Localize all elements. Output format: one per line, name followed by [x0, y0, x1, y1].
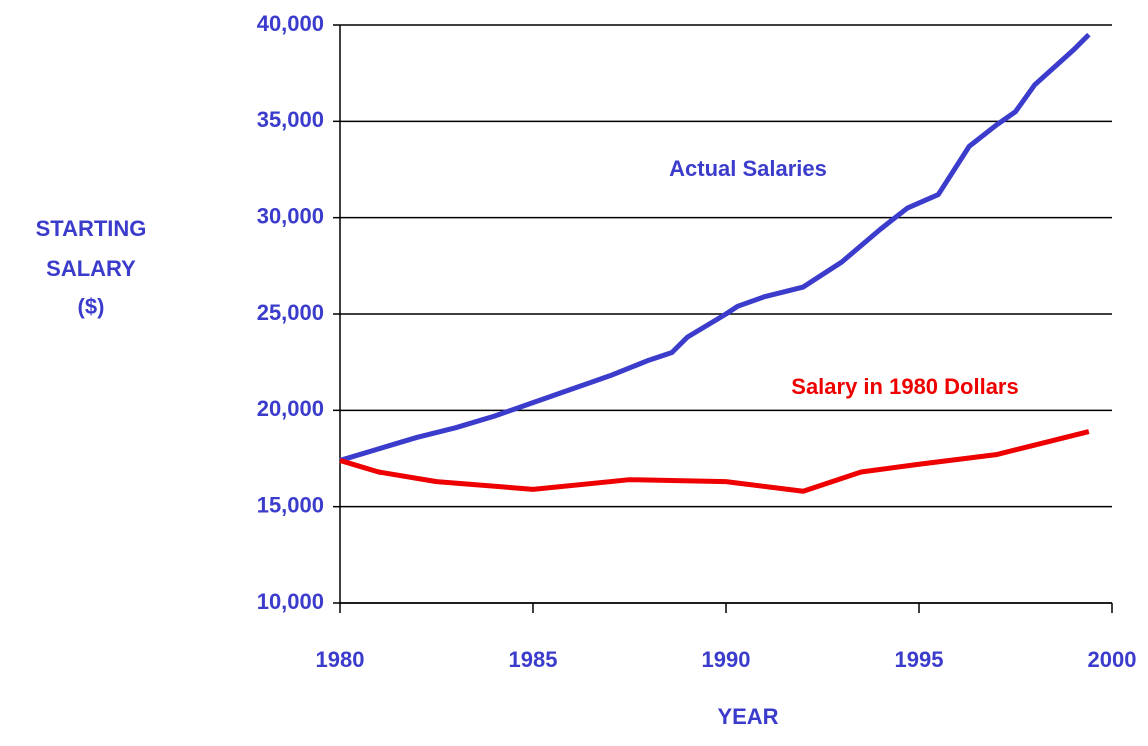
line [339, 32, 1091, 463]
x-axis-label: YEAR [717, 704, 778, 729]
series-label: Salary in 1980 Dollars [791, 374, 1018, 399]
line [339, 429, 1090, 494]
y-tick-label: 15,000 [257, 492, 324, 517]
x-tick-label: 1995 [895, 647, 944, 672]
y-tick-label: 20,000 [257, 396, 324, 421]
y-axis-label: ($) [78, 294, 105, 319]
x-tick-label: 2000 [1088, 647, 1137, 672]
y-tick-label: 25,000 [257, 300, 324, 325]
series-label: Actual Salaries [669, 156, 827, 181]
y-axis-label: SALARY [46, 256, 136, 281]
y-tick-label: 40,000 [257, 11, 324, 36]
y-tick-label: 10,000 [257, 589, 324, 614]
y-axis-label: STARTING [36, 216, 147, 241]
x-tick-label: 1985 [509, 647, 558, 672]
y-tick-label: 30,000 [257, 203, 324, 228]
y-tick-label: 35,000 [257, 107, 324, 132]
x-tick-label: 1980 [316, 647, 365, 672]
x-tick-label: 1990 [702, 647, 751, 672]
